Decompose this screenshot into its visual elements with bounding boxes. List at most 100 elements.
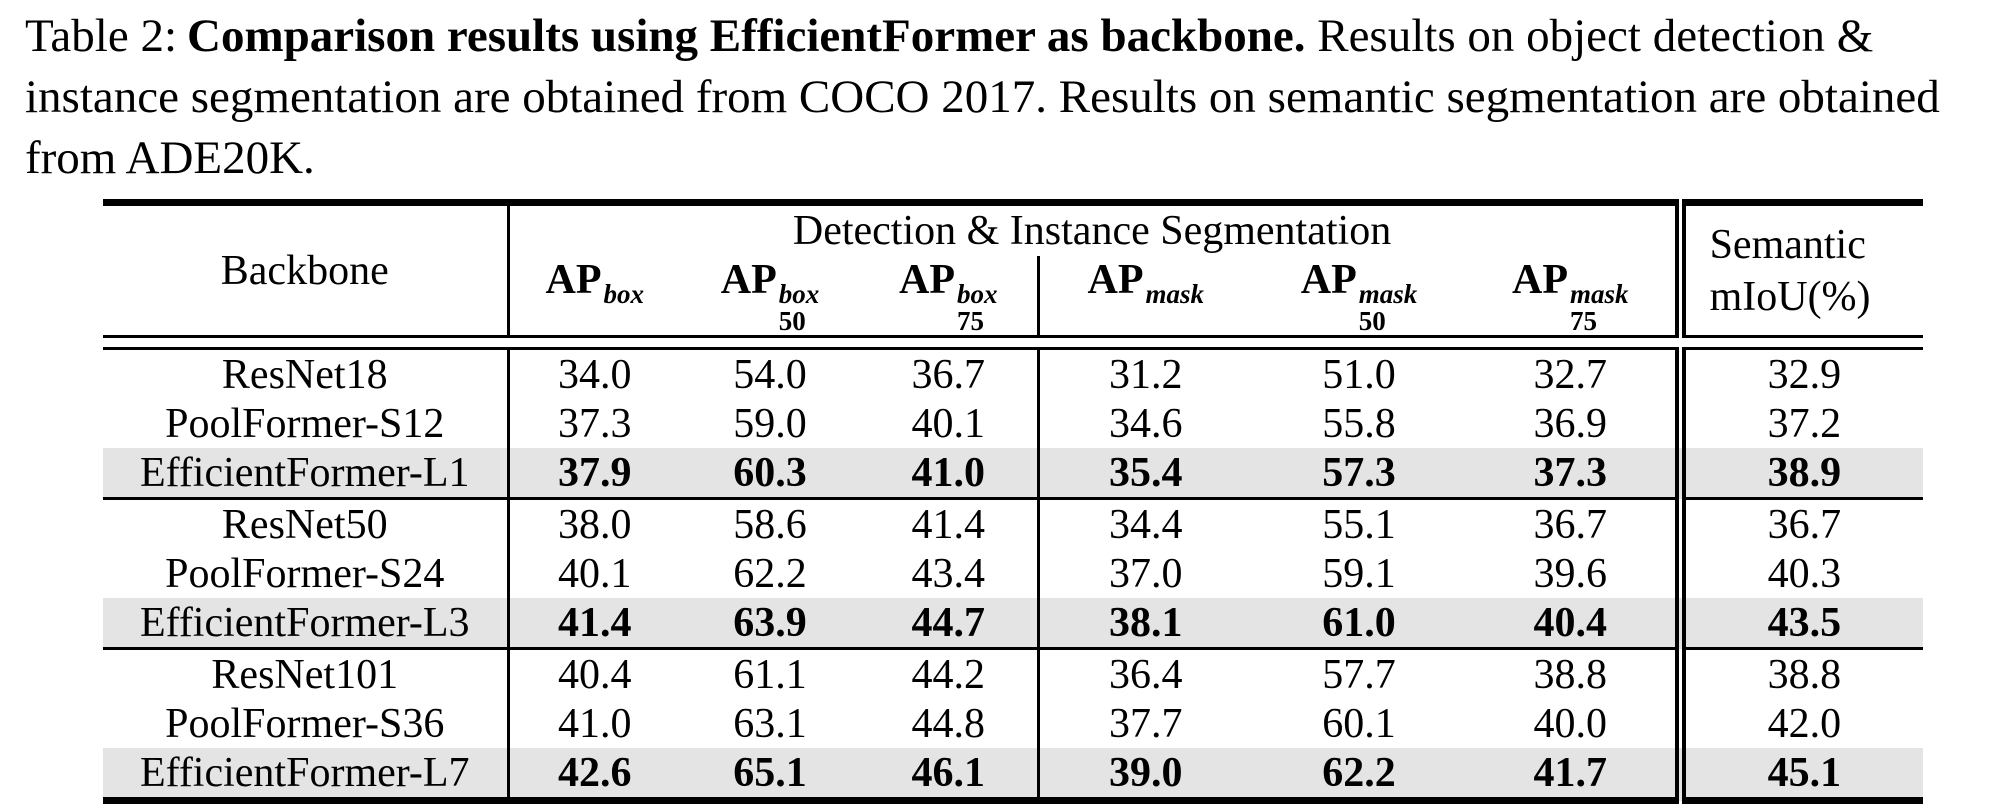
value-cell: 38.0: [558, 501, 632, 548]
backbone-cell: ResNet101: [103, 648, 510, 700]
value-cell: 44.7: [860, 598, 1038, 651]
table-row: ResNet18 34.0 54.0 36.7 31.2 51.0 32.7 32.9: [103, 348, 1924, 400]
header-metric-ap-box-50: AP box 50: [720, 257, 820, 337]
value-cell: 54.0: [733, 351, 807, 398]
value-cell: 41.0: [558, 700, 632, 747]
caption-title-bold: Comparison results using EfficientFormer…: [187, 10, 1306, 62]
table-row: PoolFormer-S24 40.1 62.2 43.4 37.0 59.1 39.6 40…: [103, 549, 1924, 599]
value-cell: 59.0: [733, 400, 807, 447]
caption-line-1: Table 2: Comparison results using Efficie…: [25, 6, 1985, 67]
backbone-cell: EfficientFormer-L1: [103, 448, 510, 501]
value-cell: 34.0: [558, 351, 632, 398]
value-cell: 32.9: [1674, 348, 1924, 400]
value-cell: 62.2: [1322, 749, 1396, 796]
value-cell: 42.0: [1674, 699, 1924, 749]
backbone-cell: PoolFormer-S24: [103, 549, 510, 599]
value-cell: 36.9: [1533, 400, 1608, 447]
header-metric-ap-box-75: AP box 75: [899, 257, 998, 337]
value-cell: 46.1: [911, 749, 986, 796]
header-metric-ap-box: AP box: [545, 257, 645, 310]
value-cell: 37.3: [1466, 448, 1681, 501]
value-cell: 45.1: [1674, 748, 1924, 801]
value-cell: 37.3: [558, 400, 632, 447]
table-row: EfficientFormer-L7 42.6 65.1 46.1 39.0 62.2 41…: [103, 748, 1924, 801]
value-cell: 36.7: [1674, 498, 1924, 550]
table-caption: Table 2: Comparison results using Efficie…: [25, 6, 1985, 189]
header-detection-group: Detection & Instance Segmentation: [792, 208, 1392, 254]
value-cell: 40.1: [911, 400, 986, 447]
table-row: ResNet101 40.4 61.1 44.2 36.4 57.7 38.8 38.8: [103, 648, 1924, 700]
value-cell: 55.1: [1322, 501, 1396, 548]
value-cell: 38.9: [1674, 448, 1924, 501]
value-cell: 41.7: [1533, 749, 1608, 796]
header-metric-ap-mask: AP mask: [1036, 256, 1252, 337]
backbone-cell: EfficientFormer-L3: [103, 598, 510, 651]
value-cell: 39.0: [1036, 748, 1252, 801]
value-cell: 40.3: [1674, 549, 1924, 599]
table-row: EfficientFormer-L1 37.9 60.3 41.0 35.4 57.3 37…: [103, 448, 1924, 501]
table-row: EfficientFormer-L3 41.4 63.9 44.7 38.1 61.0 40…: [103, 598, 1924, 651]
value-cell: 40.0: [1533, 700, 1608, 747]
value-cell: 40.1: [558, 550, 632, 597]
backbone-cell: ResNet50: [103, 498, 510, 550]
value-cell: 32.7: [1533, 351, 1608, 398]
table-row: PoolFormer-S36 41.0 63.1 44.8 37.7 60.1 40.0 42…: [103, 699, 1924, 749]
caption-label: Table 2:: [25, 10, 178, 62]
value-cell: 51.0: [1322, 351, 1396, 398]
value-cell: 63.9: [680, 598, 860, 651]
value-cell: 59.1: [1322, 550, 1396, 597]
caption-text-1: Results on object detection &: [1305, 10, 1874, 62]
value-cell: 37.2: [1674, 399, 1924, 449]
value-cell: 42.6: [558, 749, 632, 796]
table-body: ResNet18 34.0 54.0 36.7 31.2 51.0 32.7 32.9 Pool…: [103, 348, 1924, 801]
value-cell: 44.8: [911, 700, 986, 747]
value-cell: 60.3: [680, 448, 860, 501]
value-cell: 57.3: [1252, 448, 1466, 501]
value-cell: 55.8: [1322, 400, 1396, 447]
value-cell: 38.8: [1674, 648, 1924, 700]
header-semantic-line2: mIoU(%): [1709, 273, 1871, 320]
header-semantic: Semantic mIoU(%): [1674, 202, 1924, 337]
value-cell: 41.4: [508, 598, 680, 651]
value-cell: 57.7: [1322, 651, 1396, 698]
value-cell: 65.1: [733, 749, 807, 796]
value-cell: 63.1: [733, 700, 807, 747]
value-cell: 44.2: [911, 651, 986, 698]
value-cell: 58.6: [733, 501, 807, 548]
value-cell: 43.4: [911, 550, 986, 597]
value-cell: 41.0: [860, 448, 1038, 501]
value-cell: 36.7: [911, 351, 986, 398]
value-cell: 61.1: [733, 651, 807, 698]
value-cell: 43.5: [1674, 598, 1924, 651]
value-cell: 31.2: [1036, 348, 1252, 400]
value-cell: 37.7: [1036, 699, 1252, 749]
table-row: PoolFormer-S12 37.3 59.0 40.1 34.6 55.8 36.9 37…: [103, 399, 1924, 449]
value-cell: 38.8: [1533, 651, 1608, 698]
value-cell: 34.6: [1036, 399, 1252, 449]
value-cell: 61.0: [1252, 598, 1466, 651]
value-cell: 35.4: [1036, 448, 1252, 501]
backbone-cell: PoolFormer-S36: [103, 699, 510, 749]
header-double-rule: [103, 335, 1924, 351]
caption-line-3: from ADE20K.: [25, 132, 315, 184]
header-semantic-line1: Semantic: [1709, 221, 1866, 268]
value-cell: 40.4: [1466, 598, 1681, 651]
value-cell: 36.4: [1036, 648, 1252, 700]
value-cell: 34.4: [1036, 498, 1252, 550]
table-header: Backbone Detection & Instance Segmentati…: [103, 202, 1924, 351]
table-row: ResNet50 38.0 58.6 41.4 34.4 55.1 36.7 36.7: [103, 498, 1924, 550]
backbone-cell: EfficientFormer-L7: [103, 748, 510, 801]
caption-line-2: instance segmentation are obtained from …: [25, 71, 1940, 123]
header-backbone: Backbone: [103, 202, 510, 337]
backbone-cell: ResNet18: [103, 348, 510, 400]
results-table: Backbone Detection & Instance Segmentati…: [103, 199, 1924, 804]
value-cell: 37.9: [508, 448, 680, 501]
value-cell: 38.1: [1036, 598, 1252, 651]
value-cell: 37.0: [1036, 549, 1252, 599]
value-cell: 41.4: [911, 501, 986, 548]
value-cell: 39.6: [1533, 550, 1608, 597]
header-metric-ap-mask-75: AP mask 75: [1512, 257, 1629, 337]
value-cell: 60.1: [1322, 700, 1396, 747]
header-metric-ap-mask-50: AP mask 50: [1300, 257, 1418, 337]
header-row-groups: Backbone Detection & Instance Segmentati…: [103, 202, 1924, 337]
